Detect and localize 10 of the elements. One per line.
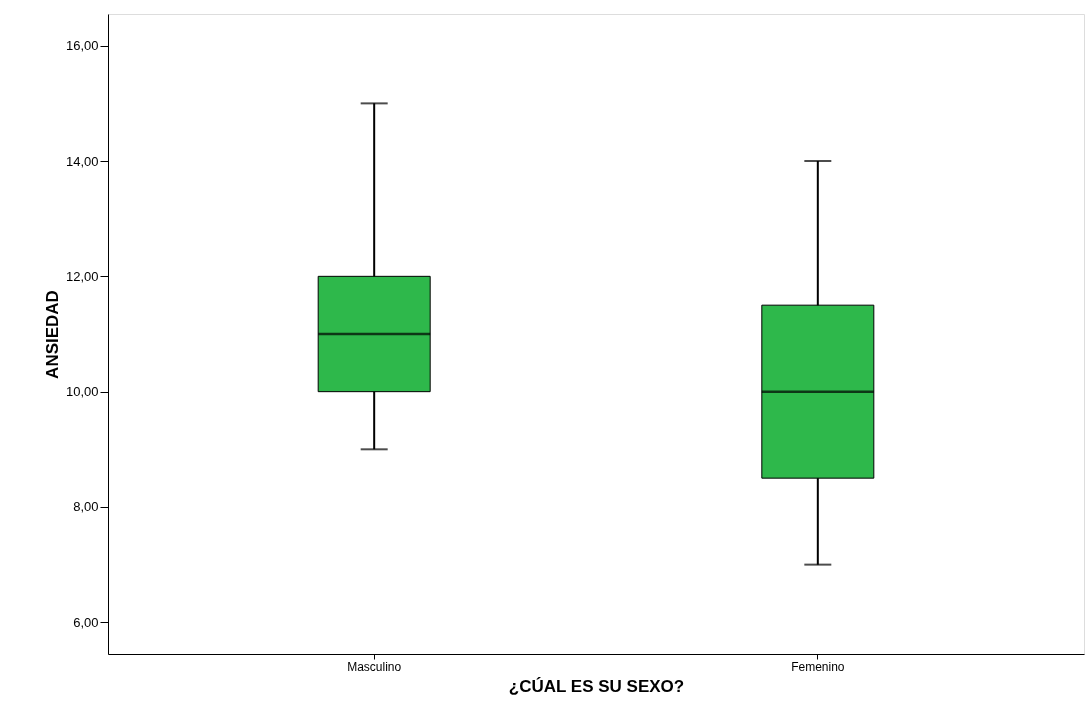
y-tick-label: 12,00 (65, 268, 99, 284)
x-axis-title: ¿CÚAL ES SU SEXO? (508, 676, 685, 696)
y-tick-label: 10,00 (65, 384, 99, 400)
y-tick-label: 8,00 (73, 499, 99, 515)
x-tick-label: Femenino (791, 659, 845, 674)
y-tick-label: 14,00 (65, 153, 99, 169)
y-axis-title: ANSIEDAD (42, 290, 62, 379)
y-tick-label: 16,00 (65, 38, 99, 54)
x-tick-label: Masculino (347, 659, 402, 674)
y-tick-label: 6,00 (73, 614, 99, 630)
